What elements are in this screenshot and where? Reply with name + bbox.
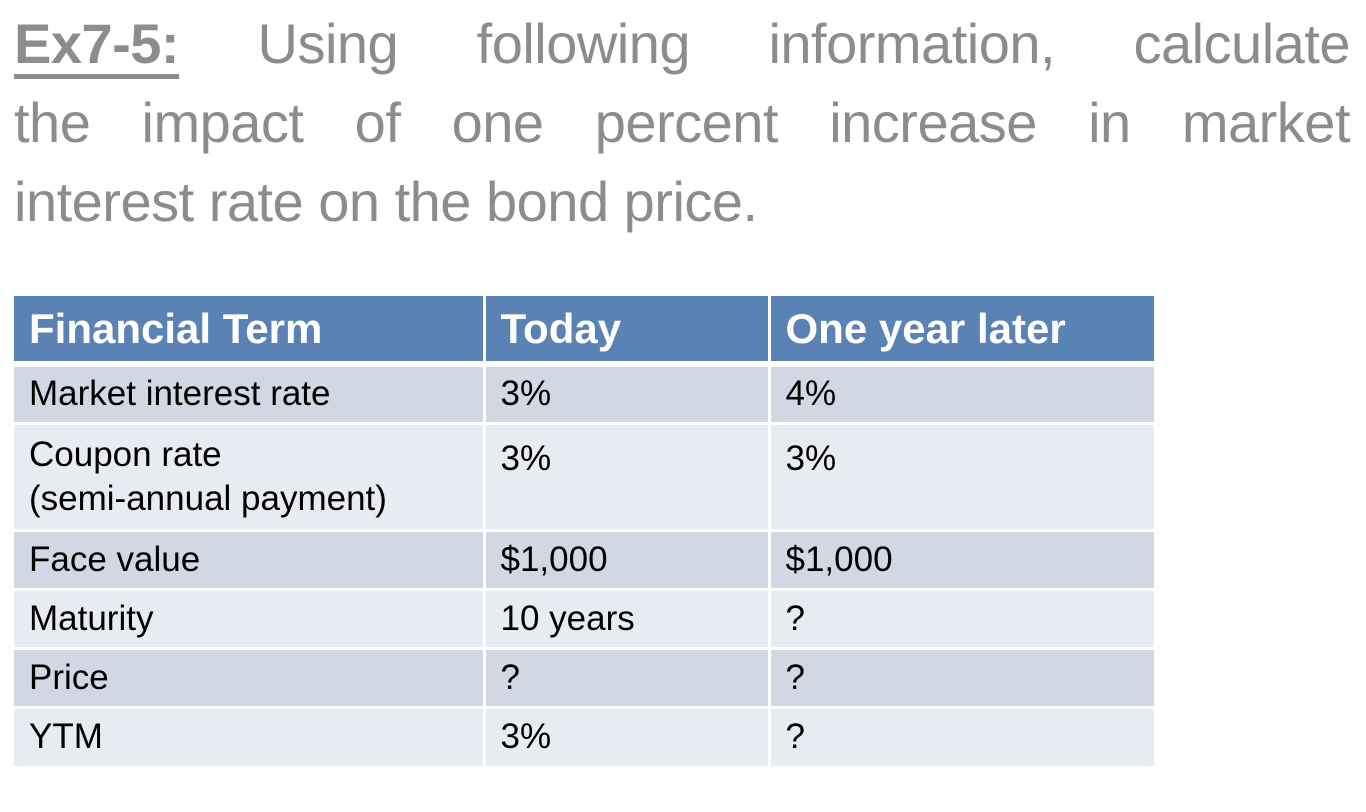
cell-one-year-later: ? (767, 587, 1154, 650)
title-line-3: interest rate on the bond price. (14, 170, 758, 233)
cell-today: ? (482, 646, 771, 709)
cell-one-year-later: 4% (767, 362, 1154, 425)
cell-term: YTM (14, 705, 486, 766)
table-header-row: Financial Term Today One year later (14, 296, 1154, 367)
table-row-market-interest-rate: Market interest rate 3% 4% (14, 362, 1154, 425)
cell-term: Price (14, 646, 486, 709)
cell-one-year-later: $1,000 (767, 528, 1154, 591)
title-line-1-text: Using following information, calculate (257, 12, 1351, 75)
cell-today: 3% (482, 421, 771, 532)
cell-term: Coupon rate (semi-annual payment) (14, 421, 486, 532)
title-line-1: Ex7-5: Using following information, calc… (14, 4, 1351, 83)
cell-one-year-later: ? (767, 646, 1154, 709)
cell-one-year-later: 3% (767, 421, 1154, 532)
cell-term: Market interest rate (14, 362, 486, 425)
column-header-today: Today (482, 296, 771, 367)
cell-today: 3% (482, 705, 771, 766)
page-title: Ex7-5: Using following information, calc… (14, 4, 1351, 241)
table-row-price: Price ? ? (14, 646, 1154, 709)
coupon-rate-note: (semi-annual payment) (29, 478, 387, 518)
title-exercise-label: Ex7-5: (14, 12, 180, 75)
table-row-coupon-rate: Coupon rate (semi-annual payment) 3% 3% (14, 421, 1154, 532)
title-line-2: the impact of one percent increase in ma… (14, 91, 1351, 154)
table-row-face-value: Face value $1,000 $1,000 (14, 528, 1154, 591)
column-header-one-year-later: One year later (767, 296, 1154, 367)
table-row-ytm: YTM 3% ? (14, 705, 1154, 766)
cell-today: 3% (482, 362, 771, 425)
cell-today: 10 years (482, 587, 771, 650)
table-row-maturity: Maturity 10 years ? (14, 587, 1154, 650)
coupon-rate-label: Coupon rate (29, 434, 222, 474)
cell-today: $1,000 (482, 528, 771, 591)
cell-one-year-later: ? (767, 705, 1154, 766)
cell-term: Face value (14, 528, 486, 591)
cell-term: Maturity (14, 587, 486, 650)
column-header-financial-term: Financial Term (14, 296, 486, 367)
bond-info-table: Financial Term Today One year later Mark… (14, 296, 1154, 766)
